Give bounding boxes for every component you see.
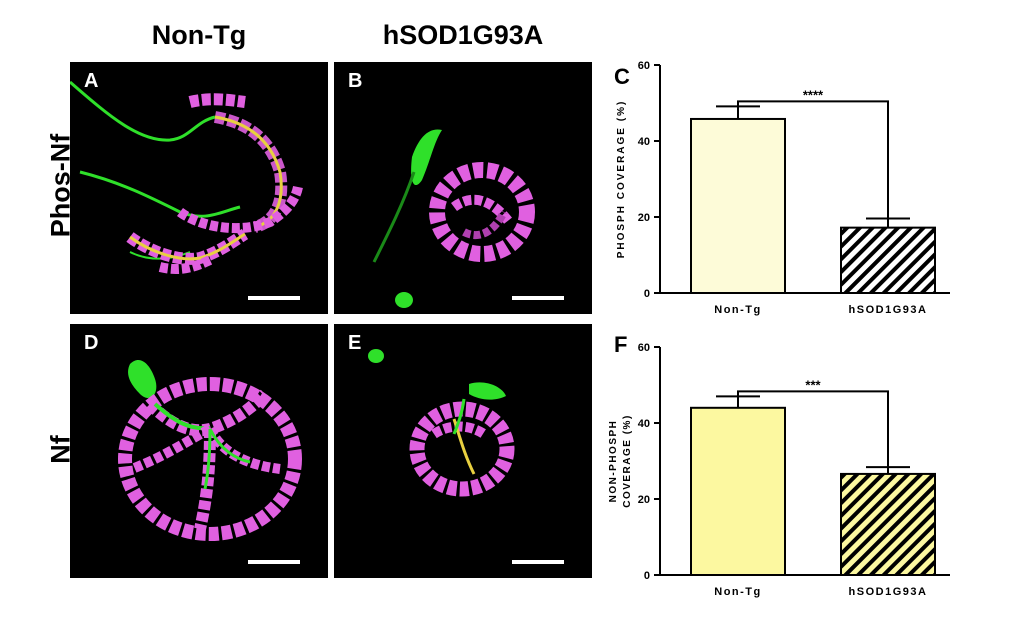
significance-stars: *** xyxy=(805,377,821,392)
scale-bar-b xyxy=(512,296,564,300)
micrograph-panel-b: B xyxy=(334,62,592,314)
y-tick-label: 60 xyxy=(638,60,650,72)
y-tick-label: 20 xyxy=(638,494,650,506)
x-tick-label: hSOD1G93A xyxy=(849,586,928,598)
micrograph-e-image xyxy=(368,349,515,497)
micrograph-d-image xyxy=(118,359,302,541)
y-tick-label: 40 xyxy=(638,418,650,430)
bar-chart-c: 0 20 40 60 PHOSPH COVERAGE (%) Non-Tg hSOD1G93… xyxy=(616,60,950,316)
bar-non-tg xyxy=(690,117,786,294)
panel-label-d: D xyxy=(84,332,99,354)
micrograph-panel-d: D xyxy=(70,324,328,578)
micrograph-b-image xyxy=(372,129,535,308)
column-header-hsod1g93a: hSOD1G93A xyxy=(382,20,544,50)
y-axis-label: PHOSPH COVERAGE (%) xyxy=(616,100,627,259)
y-tick-label: 60 xyxy=(638,342,650,354)
micrograph-panel-e: E xyxy=(334,324,592,578)
significance-stars: **** xyxy=(803,87,824,102)
significance-bracket xyxy=(737,390,889,468)
bar-chart-f: 0 20 40 60 NON-PHOSPH COVERAGE (%) Non-Tg hSOD1… xyxy=(608,342,950,598)
micrograph-panel-a: A xyxy=(70,62,328,314)
bar-hsod1g93a xyxy=(840,472,936,576)
panel-label-b: B xyxy=(348,70,363,92)
x-tick-label: hSOD1G93A xyxy=(849,304,928,316)
scale-bar-a xyxy=(248,296,300,300)
scale-bar-e xyxy=(512,560,564,564)
y-axis-label: NON-PHOSPH xyxy=(608,420,619,503)
y-tick-label: 0 xyxy=(644,288,650,300)
y-tick-label: 0 xyxy=(644,570,650,582)
y-axis-label: COVERAGE (%) xyxy=(622,414,633,508)
micrograph-a-image xyxy=(70,80,303,274)
scale-bar-d xyxy=(248,560,300,564)
panel-label-a: A xyxy=(84,70,99,92)
bar-hsod1g93a xyxy=(840,226,936,294)
panel-label-e: E xyxy=(348,332,362,354)
x-tick-label: Non-Tg xyxy=(714,304,761,316)
column-header-non-tg: Non-Tg xyxy=(151,20,247,50)
y-tick-label: 40 xyxy=(638,136,650,148)
significance-bracket xyxy=(737,100,889,219)
panel-label-c: C xyxy=(614,64,630,89)
panel-label-f: F xyxy=(614,332,628,357)
y-tick-label: 20 xyxy=(638,212,650,224)
x-tick-label: Non-Tg xyxy=(714,586,761,598)
bar-non-tg xyxy=(690,406,786,576)
